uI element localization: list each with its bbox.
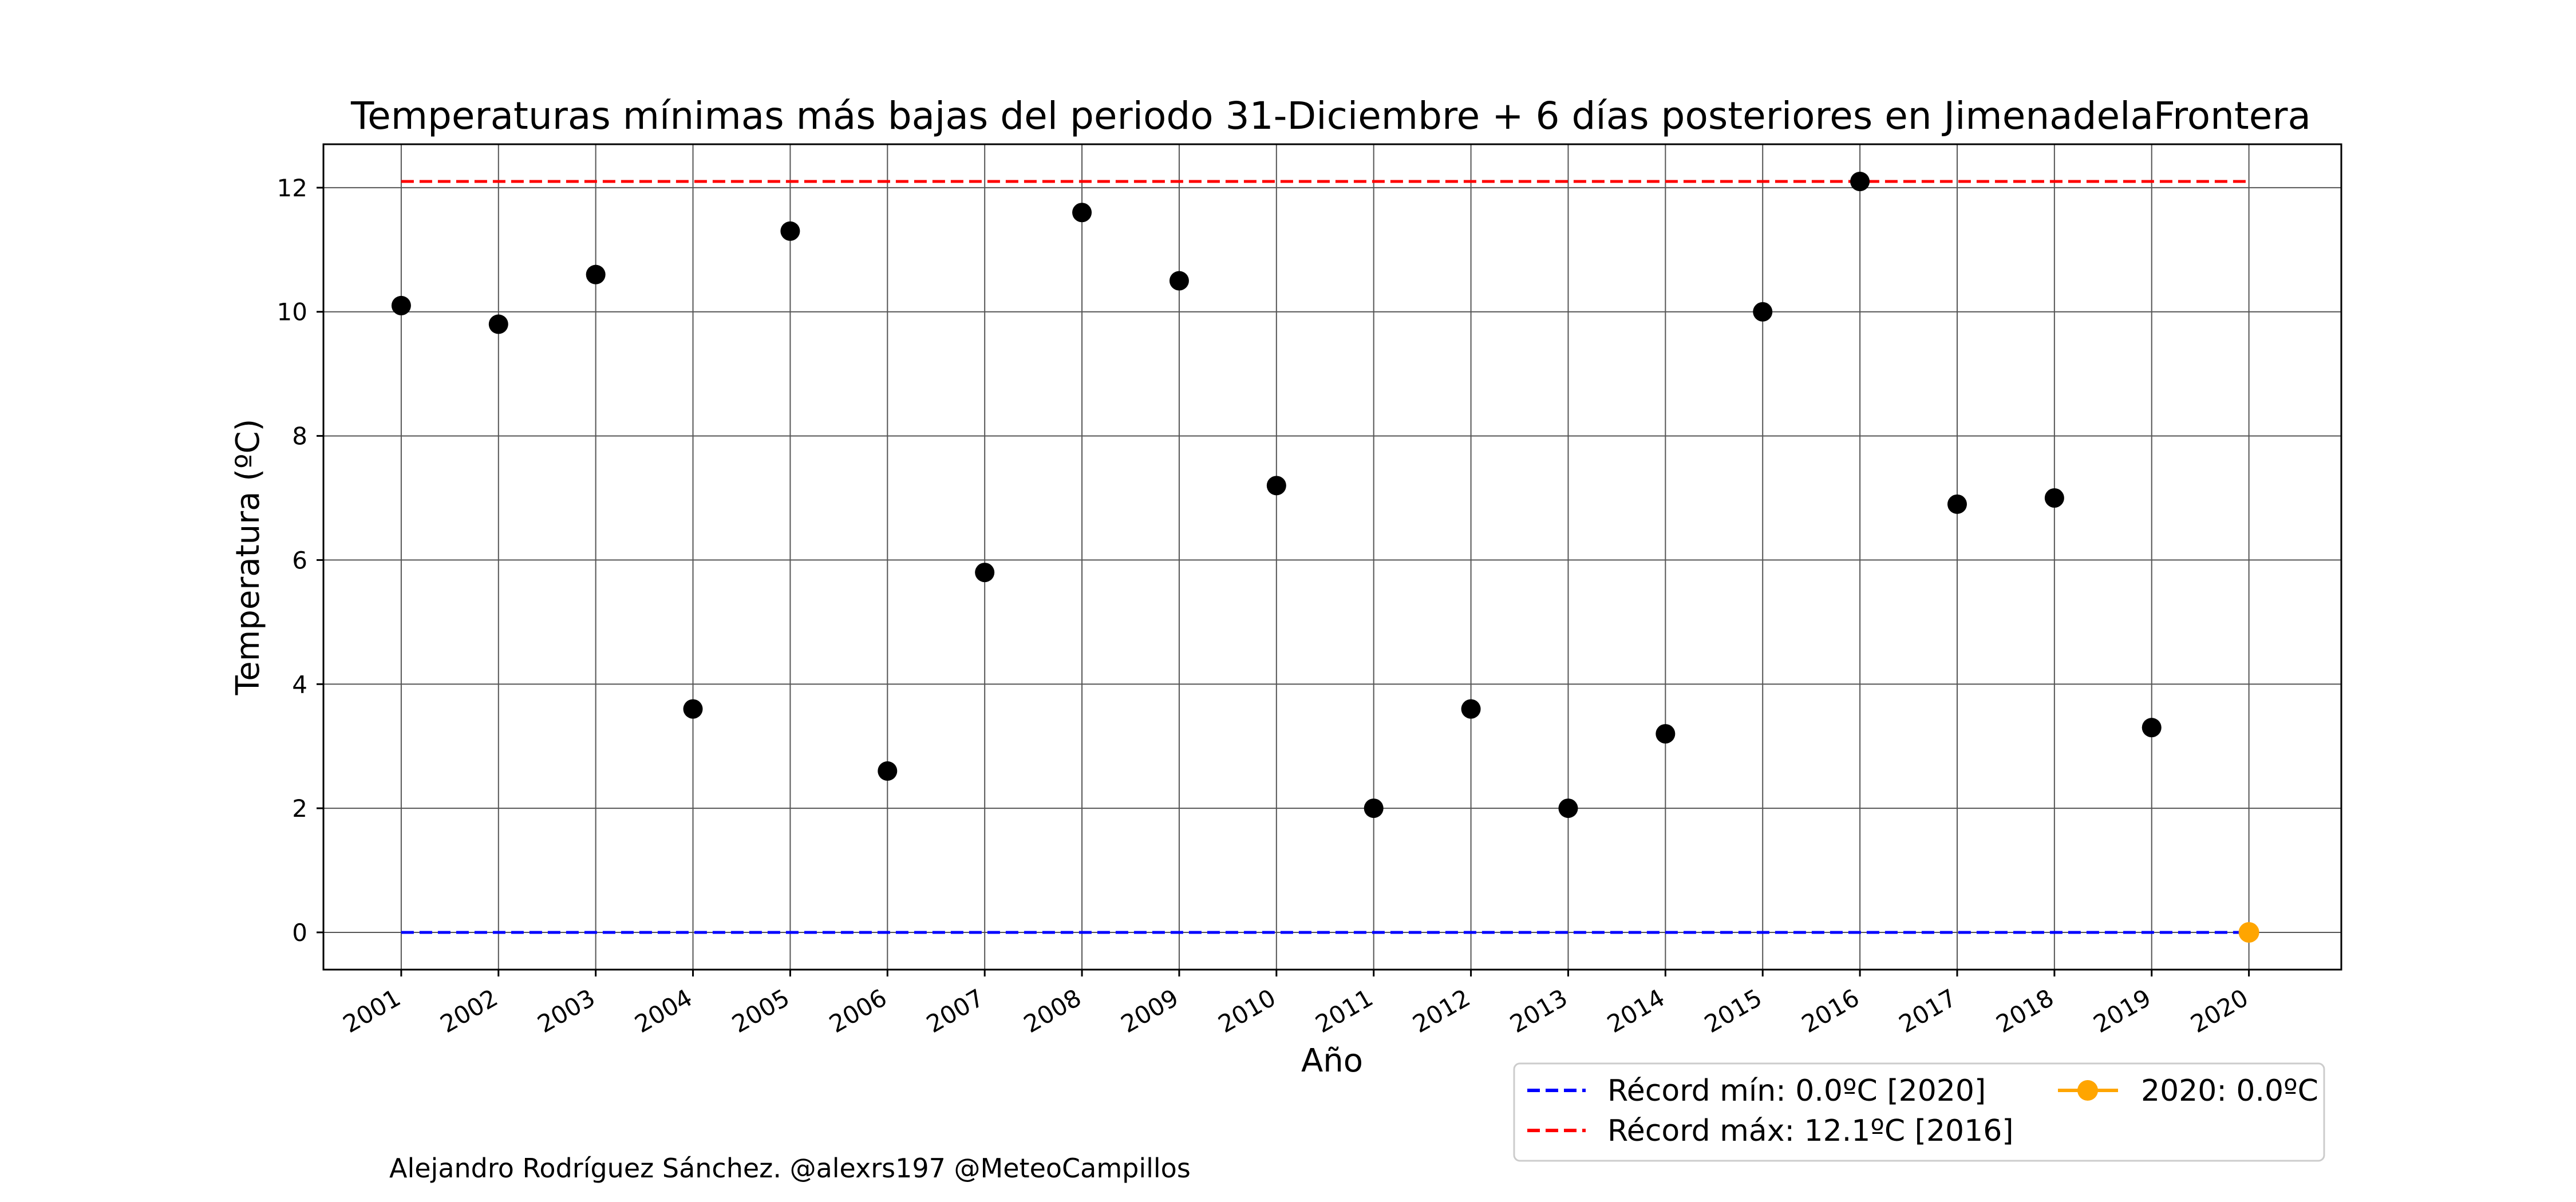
data-point (1072, 203, 1092, 223)
data-point (1558, 798, 1578, 819)
y-tick-label: 8 (292, 422, 307, 450)
data-point (975, 563, 995, 583)
y-tick-label: 2 (292, 794, 307, 823)
data-point (1850, 172, 1870, 192)
y-tick-label: 6 (292, 546, 307, 574)
credit-text: Alejandro Rodríguez Sánchez. @alexrs197 … (389, 1153, 1191, 1184)
legend-max-label: Récord máx: 12.1ºC [2016] (1607, 1114, 2014, 1148)
data-point (1947, 494, 1967, 514)
current-year-point (2238, 922, 2259, 943)
y-tick-label: 4 (292, 670, 307, 698)
legend-2020-swatch-marker (2077, 1080, 2098, 1101)
chart-title: Temperaturas mínimas más bajas del perio… (350, 94, 2311, 138)
data-point (391, 295, 411, 315)
data-point (1169, 271, 1189, 291)
legend-min-label: Récord mín: 0.0ºC [2020] (1607, 1074, 1986, 1108)
data-point (488, 314, 508, 334)
y-axis-label: Temperatura (ºC) (230, 419, 267, 696)
plot-frame (322, 143, 2342, 971)
data-point (2142, 718, 2162, 738)
data-point (1753, 302, 1773, 322)
y-tick-label: 10 (277, 298, 307, 326)
reference-lines (401, 180, 2249, 934)
y-tick-label: 12 (277, 174, 307, 202)
data-point (1364, 798, 1384, 819)
y-axis-ticks: 0 2 4 6 8 10 12 (277, 174, 323, 947)
legend-2020-label: 2020: 0.0ºC (2141, 1074, 2318, 1108)
data-point (1266, 476, 1286, 496)
data-points (391, 172, 2259, 943)
legend: Récord mín: 0.0ºC [2020] Récord máx: 12.… (1513, 1062, 2325, 1162)
data-point (586, 264, 606, 284)
x-axis-label: Año (1301, 1042, 1363, 1080)
y-tick-label: 0 (292, 919, 307, 947)
data-point (780, 221, 800, 241)
data-point (878, 761, 898, 781)
data-point (1461, 699, 1481, 719)
data-point (1656, 724, 1676, 744)
data-point (683, 699, 703, 719)
legend-box (1513, 1062, 2325, 1162)
grid (323, 144, 2341, 970)
data-point (2044, 488, 2064, 508)
